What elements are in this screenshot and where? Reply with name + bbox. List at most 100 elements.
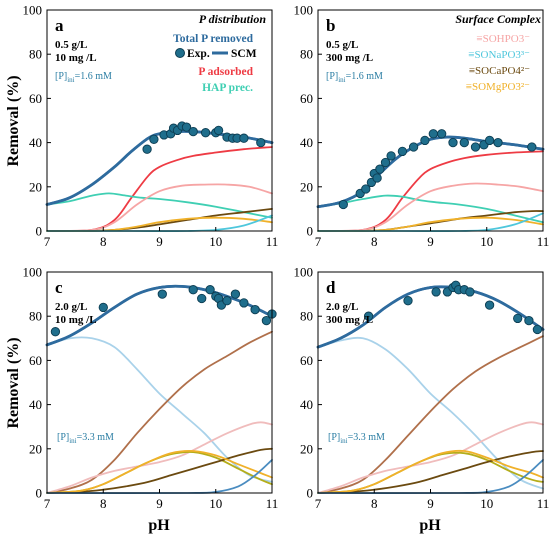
panel-b-exp-point (408, 142, 419, 152)
panel-c-series-line-1 (46, 336, 273, 483)
panel-b-exp-point (375, 164, 385, 174)
panel-a-exp-point (200, 128, 211, 138)
panel-d-x-tick-label: 10 (480, 496, 493, 511)
panel-c-y-tick-label: 0 (36, 486, 43, 501)
panel-c-ticks: 7 8 9 10 11 0 20 40 60 80 100 (23, 265, 279, 512)
panel-d-y-tick-label: 0 (307, 486, 314, 501)
y-axis-label-top: Removal (%) (5, 75, 22, 166)
panel-a-y-tick-label: 0 (36, 224, 43, 239)
panel-b-ticks: 7 8 9 10 11 0 20 40 60 80 100 (294, 3, 550, 250)
panel-a-label: a (55, 16, 64, 35)
panel-c-series-line-6 (46, 450, 273, 494)
panel-b-exp-point (386, 151, 396, 161)
panel-c-x-tick-label: 9 (156, 496, 163, 511)
panel-b-y-tick-label: 100 (294, 3, 314, 18)
panel-d-x-tick-label: 11 (537, 496, 550, 511)
panel-d-y-tick-label: 20 (300, 441, 313, 456)
panel-c-exp-points (50, 285, 277, 337)
panel-b-exp-point (493, 137, 503, 148)
x-axis-label-right: pH (419, 517, 441, 534)
panel-b-p-initial: [P]ini=1.6 mM (326, 71, 383, 84)
panel-c-exp-point (205, 285, 215, 295)
panel-c-condition: 10 mg /L (55, 314, 97, 326)
panel-b-series-line-2 (317, 194, 544, 224)
panel-d-x-tick-label: 8 (371, 496, 378, 511)
panel-a-condition: 10 mg /L (55, 52, 97, 64)
panel-a-exp-point (188, 126, 198, 137)
panel-c-x-tick-label: 10 (209, 496, 222, 511)
panel-a-x-tick-label: 9 (156, 234, 163, 249)
panel-b-exp-point (470, 142, 481, 152)
panel-a-p-initial: [P]ini=1.6 mM (55, 71, 112, 84)
panel-c: 7 8 9 10 11 0 20 40 60 80 100 c 2.0 g/L10 mg /L [P]in… (23, 265, 279, 512)
panel-c-exp-point (157, 289, 167, 299)
panel-d-series-line-1 (317, 336, 544, 490)
panel-d-condition: 300 mg /L (326, 314, 373, 326)
panel-b-y-tick-label: 80 (300, 47, 313, 62)
panel-b-y-tick-label: 60 (300, 91, 313, 106)
legend-exp-marker-icon (175, 48, 185, 58)
panel-b-exp-point (420, 135, 430, 146)
panel-c-x-tick-label: 8 (100, 496, 107, 511)
panel-a-y-tick-label: 80 (29, 47, 42, 62)
panel-d-x-tick-label: 7 (315, 496, 322, 511)
panel-a-x-tick-label: 8 (100, 234, 107, 249)
panel-b-exp-point (527, 142, 537, 152)
panel-d-exp-point (403, 296, 413, 306)
panel-b-exp-point (459, 137, 469, 148)
panel-d-y-tick-label: 100 (294, 265, 314, 280)
panel-b-annotations: Surface Complex ≡SOHPO3⁻ ≡SONaPO3³⁻ ≡SOC… (455, 12, 541, 93)
panel-b-annotation-title: Surface Complex (455, 12, 541, 26)
panel-c-exp-point (250, 304, 260, 315)
legend-somgpo3: ≡SOMgPO3²⁻ (466, 81, 530, 93)
panel-b-exp-points (338, 129, 537, 210)
panel-b-x-tick-label: 10 (480, 234, 493, 249)
panel-b-exp-point (372, 173, 382, 183)
panel-c-series-line-2 (46, 330, 273, 494)
panel-b-exp-point (448, 137, 458, 148)
panel-b-series-line-3 (317, 182, 544, 232)
panel-d-exp-point (465, 287, 475, 297)
panel-a-x-tick-label: 10 (209, 234, 222, 249)
panel-a-x-tick-label: 7 (44, 234, 51, 249)
panel-c-p-initial: [P]ini=3.3 mM (57, 432, 114, 445)
panel-a-series-line-2 (46, 192, 273, 219)
panel-b-label: b (326, 16, 335, 35)
panel-d-exp-point (484, 300, 495, 310)
panel-a-exp-point (239, 133, 249, 143)
panel-c-y-tick-label: 40 (29, 397, 42, 412)
panel-c-exp-point (197, 293, 207, 304)
panel-b-series-lines (316, 135, 545, 232)
panel-c-x-tick-label: 11 (266, 496, 279, 511)
panel-d-series-line-6 (317, 449, 544, 494)
annotation-scm: SCM (231, 48, 257, 60)
panel-b-exp-point (361, 184, 371, 194)
panel-c-total-line-top (45, 284, 274, 347)
panel-c-condition: 2.0 g/L (55, 301, 87, 313)
panel-a: 7 8 9 10 11 0 20 40 60 80 100 a 0.5 g/L10 mg /L [P]in… (23, 3, 279, 250)
panel-c-y-tick-label: 100 (23, 265, 43, 280)
panel-a-x-tick-label: 11 (266, 234, 279, 249)
panel-d-y-tick-label: 60 (300, 353, 313, 368)
panel-a-ticks: 7 8 9 10 11 0 20 40 60 80 100 (23, 3, 279, 250)
panel-a-exp-point (142, 144, 152, 154)
panel-c-series-line-3 (46, 421, 273, 494)
panel-b-x-tick-label: 7 (315, 234, 322, 249)
annotation-exp: Exp. (187, 48, 210, 60)
annotation-p-adsorbed: P adsorbed (198, 66, 253, 78)
panel-d-series-line-3 (317, 421, 544, 494)
panel-b-x-tick-label: 8 (371, 234, 378, 249)
legend-sohpo3: ≡SOHPO3⁻ (476, 33, 530, 45)
panel-b-series-line-1 (317, 150, 544, 232)
panel-d-exp-point (431, 287, 441, 297)
panel-a-exp-points (142, 121, 266, 154)
x-axis-label-left: pH (148, 517, 170, 534)
panel-c-label: c (55, 278, 63, 297)
panel-c-y-tick-label: 60 (29, 353, 42, 368)
panel-c-y-tick-label: 20 (29, 441, 42, 456)
panel-d-y-tick-label: 40 (300, 397, 313, 412)
panel-d-x-tick-label: 9 (427, 496, 434, 511)
